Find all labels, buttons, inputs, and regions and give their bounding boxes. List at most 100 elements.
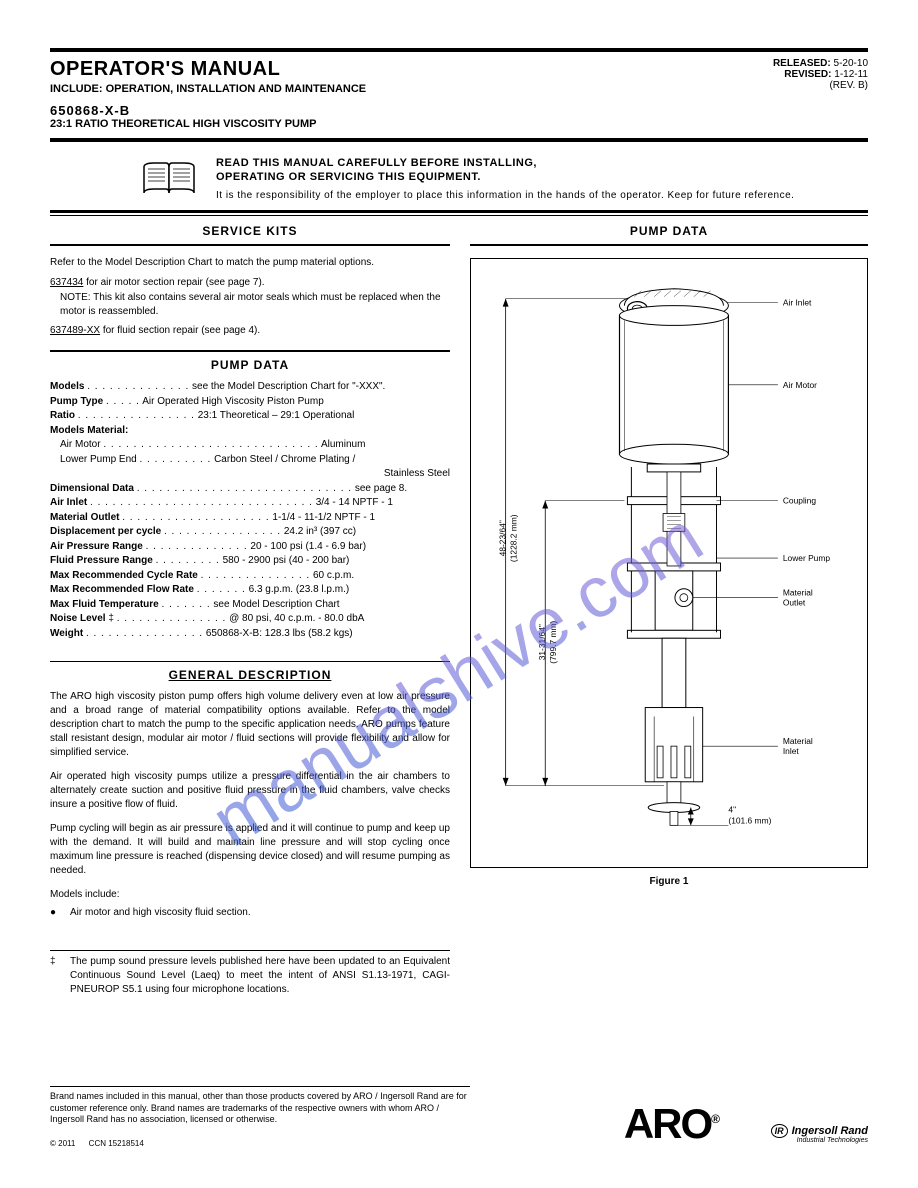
sk-kit-1: 637434 for air motor section repair (see…: [50, 276, 450, 291]
manual-icon: [140, 159, 198, 199]
ir-logo: IR Ingersoll Rand Industrial Technologies: [771, 1125, 868, 1144]
spec-disp: Displacement per cycle . . . . . . . . .…: [50, 525, 450, 540]
bullet-icon: ●: [50, 906, 62, 920]
callout-outlet: Outlet: [783, 597, 806, 607]
spec-lower-pump-2: Stainless Steel: [50, 467, 450, 482]
general-p4: Models include:: [50, 888, 450, 902]
released-line: RELEASED: 5-20-10: [773, 58, 868, 69]
pump-data-head-right: PUMP DATA: [470, 220, 868, 246]
note-symbol: ‡: [50, 955, 62, 997]
dotfill: . . . . . . . . . . . . . .: [87, 381, 189, 392]
callout-material-2: Material: [783, 736, 813, 746]
callout-air-inlet: Air Inlet: [783, 297, 812, 307]
ccn-text: CCN 15218514: [89, 1139, 144, 1148]
sk-kit-2: 637489-XX for fluid section repair (see …: [50, 324, 450, 339]
models-value: see the Model Description Chart for "-XX…: [192, 381, 385, 392]
general-rule: [50, 661, 450, 662]
double-rule: [50, 210, 868, 216]
spec-material-head: Models Material:: [50, 424, 450, 439]
spec-fluid-temp: Max Fluid Temperature . . . . . . . see …: [50, 598, 450, 613]
left-column: SERVICE KITS Refer to the Model Descript…: [50, 220, 450, 1002]
dim-b-2: (1228.2 mm): [509, 514, 519, 562]
sk-intro: Refer to the Model Description Chart to …: [50, 256, 450, 271]
spec-fluid-range: Fluid Pressure Range . . . . . . . . . 5…: [50, 554, 450, 569]
general-bullet: ● Air motor and high viscosity fluid sec…: [50, 906, 450, 920]
read-line-2: OPERATING OR SERVICING THIS EQUIPMENT.: [216, 170, 794, 184]
revised-line: REVISED: 1-12-11: [773, 69, 868, 80]
ir-sub: Industrial Technologies: [771, 1137, 868, 1144]
spec-air-inlet: Air Inlet . . . . . . . . . . . . . . . …: [50, 496, 450, 511]
general-p3: Pump cycling will begin as air pressure …: [50, 822, 450, 878]
header-bottom-rule: [50, 138, 868, 142]
callout-coupling: Coupling: [783, 495, 817, 505]
bullet-text: Air motor and high viscosity fluid secti…: [70, 906, 251, 920]
top-rule: [50, 48, 868, 52]
released-date: 5-20-10: [834, 58, 868, 69]
model-number: 650868-X-B: [50, 103, 868, 118]
disclaimer-text: Brand names included in this manual, oth…: [50, 1091, 470, 1126]
dim-a-1: 31-31/64": [537, 624, 547, 660]
models-label: Models: [50, 381, 84, 392]
title-subtitle: INCLUDE: OPERATION, INSTALLATION AND MAI…: [50, 83, 366, 95]
spec-lower-pump: Lower Pump End . . . . . . . . . . Carbo…: [50, 453, 450, 468]
copyright-text: © 2011: [50, 1139, 75, 1148]
spec-noise: Noise Level ‡ . . . . . . . . . . . . . …: [50, 612, 450, 627]
revised-date: 1-12-11: [834, 69, 868, 80]
copyright-line: © 2011 CCN 15218514: [50, 1139, 144, 1148]
title-main: OPERATOR'S MANUAL: [50, 58, 366, 81]
ir-text: Ingersoll Rand: [792, 1125, 868, 1137]
noise-note: ‡ The pump sound pressure levels publish…: [50, 955, 450, 997]
callout-inlet: Inlet: [783, 746, 800, 756]
kit-2-ref: 637489-XX: [50, 325, 100, 336]
spec-dim: Dimensional Data . . . . . . . . . . . .…: [50, 482, 450, 497]
main-columns: SERVICE KITS Refer to the Model Descript…: [50, 220, 868, 1002]
spec-weight: Weight . . . . . . . . . . . . . . . . 6…: [50, 627, 450, 642]
disclaimer-rule: [50, 1086, 470, 1087]
general-p2: Air operated high viscosity pumps utiliz…: [50, 770, 450, 812]
model-desc: 23:1 RATIO THEORETICAL HIGH VISCOSITY PU…: [50, 118, 868, 130]
spec-air-range: Air Pressure Range . . . . . . . . . . .…: [50, 540, 450, 555]
pump-data-rule-top: [50, 350, 450, 352]
kit-1-desc: for air motor section repair (see page 7…: [86, 277, 264, 288]
notes-rule: [50, 950, 450, 951]
pump-data-head: PUMP DATA: [50, 358, 450, 372]
callout-material: Material: [783, 587, 813, 597]
read-line-3: It is the responsibility of the employer…: [216, 189, 794, 202]
spec-flow: Max Recommended Flow Rate . . . . . . . …: [50, 583, 450, 598]
spec-air-motor: Air Motor . . . . . . . . . . . . . . . …: [50, 438, 450, 453]
spec-outlet: Material Outlet . . . . . . . . . . . . …: [50, 511, 450, 526]
callout-air-motor: Air Motor: [783, 379, 817, 389]
service-kits-head: SERVICE KITS: [50, 220, 450, 246]
ir-badge: IR: [771, 1124, 788, 1138]
title-block: OPERATOR'S MANUAL INCLUDE: OPERATION, IN…: [50, 58, 366, 95]
pump-diagram: 48-23/64" (1228.2 mm) 31-31/64" (799.7 m…: [471, 259, 867, 867]
general-p1: The ARO high viscosity piston pump offer…: [50, 690, 450, 760]
disclaimer-block: Brand names included in this manual, oth…: [50, 1086, 470, 1126]
spec-cycle: Max Recommended Cycle Rate . . . . . . .…: [50, 569, 450, 584]
dim-b-1: 48-23/64": [498, 520, 508, 556]
spec-models: Models . . . . . . . . . . . . . . see t…: [50, 380, 450, 395]
aro-logo: ARO®: [624, 1100, 718, 1148]
general-head: GENERAL DESCRIPTION: [50, 668, 450, 682]
right-column: PUMP DATA 48-23/64" (1228.2 mm) 31-31/64…: [470, 220, 868, 1002]
read-text: READ THIS MANUAL CAREFULLY BEFORE INSTAL…: [216, 156, 794, 202]
dim-c-2: (101.6 mm): [728, 815, 771, 825]
rev-label: (REV. B): [773, 80, 868, 91]
callout-lower-pump: Lower Pump: [783, 553, 831, 563]
header-row: OPERATOR'S MANUAL INCLUDE: OPERATION, IN…: [50, 58, 868, 95]
figure-box: 48-23/64" (1228.2 mm) 31-31/64" (799.7 m…: [470, 258, 868, 868]
dim-a-2: (799.7 mm): [548, 620, 558, 663]
read-line-1: READ THIS MANUAL CAREFULLY BEFORE INSTAL…: [216, 156, 794, 170]
note-text: The pump sound pressure levels published…: [70, 955, 450, 997]
spec-pump-type: Pump Type . . . . . Air Operated High Vi…: [50, 395, 450, 410]
kit-1-note: NOTE: This kit also contains several air…: [50, 291, 450, 320]
dim-c-1: 4": [728, 804, 736, 814]
revised-label: REVISED:: [784, 69, 831, 80]
spec-ratio: Ratio . . . . . . . . . . . . . . . . 23…: [50, 409, 450, 424]
kit-2-desc: for fluid section repair (see page 4).: [103, 325, 260, 336]
figure-caption: Figure 1: [470, 876, 868, 887]
kit-1-ref: 637434: [50, 277, 83, 288]
released-label: RELEASED:: [773, 58, 831, 69]
read-instruction-row: READ THIS MANUAL CAREFULLY BEFORE INSTAL…: [50, 148, 868, 210]
release-block: RELEASED: 5-20-10 REVISED: 1-12-11 (REV.…: [773, 58, 868, 91]
